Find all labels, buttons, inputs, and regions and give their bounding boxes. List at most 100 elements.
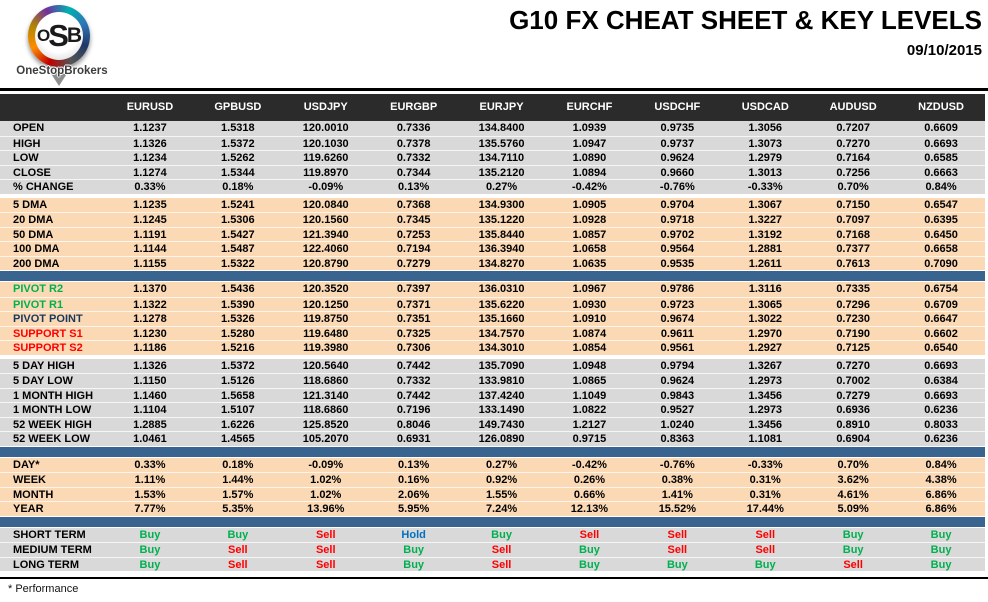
table-row-open: OPEN 1.1237 1.5318 120.0010 0.7336 134.8400 1.… (0, 121, 985, 136)
cell-audusd: Buy (842, 528, 864, 541)
cell-nzdusd: Buy (930, 558, 952, 571)
cell-eurchf: 12.13% (570, 503, 609, 515)
cell-eurjpy: 134.7570 (478, 327, 525, 340)
cell-nzdusd: 0.84% (925, 181, 957, 193)
cell-usdjpy: -0.09% (308, 458, 344, 471)
cell-nzdusd: 0.6540 (924, 342, 958, 354)
cell-usdcad: -0.33% (747, 458, 783, 471)
row-label: 1 MONTH LOW (13, 404, 92, 416)
cell-eurchf: 1.2127 (572, 418, 607, 431)
footer-divider-line (0, 577, 988, 579)
cell-gpbusd: 1.5658 (221, 389, 255, 402)
row-label: SHORT TERM (13, 528, 86, 541)
cell-usdchf: 1.0240 (660, 418, 695, 431)
cell-eurjpy: 133.9810 (478, 375, 525, 387)
cell-eurjpy: 134.8270 (478, 257, 525, 270)
cell-nzdusd: Buy (930, 544, 952, 556)
cell-usdcad: 1.3013 (748, 166, 783, 179)
cell-usdchf: Sell (667, 528, 688, 541)
cell-eurusd: 1.1150 (133, 375, 167, 387)
cell-eurusd: 1.0461 (133, 433, 167, 445)
cell-gpbusd: 1.5344 (221, 166, 255, 179)
cell-eurusd: 1.53% (134, 488, 166, 501)
row-label: MONTH (13, 488, 54, 501)
cell-usdjpy: 118.6860 (303, 375, 349, 387)
cell-eurchf: 1.0967 (572, 283, 607, 295)
corner-cell (0, 94, 106, 121)
cell-audusd: Sell (843, 558, 863, 571)
cell-eurjpy: 126.0890 (478, 433, 525, 445)
cell-eurusd: 1.2885 (133, 418, 167, 431)
cell-usdcad: 1.3022 (748, 313, 783, 325)
cell-nzdusd: 0.6384 (924, 375, 958, 387)
cell-nzdusd: 0.6658 (924, 243, 958, 255)
cell-usdchf: 0.9660 (660, 166, 695, 179)
cell-eurusd: 1.1144 (133, 243, 167, 255)
pivot-section: PIVOT R2 1.1370 1.5436 120.3520 0.7397 136.03… (0, 282, 985, 355)
cell-usdjpy: 120.0840 (302, 198, 349, 211)
cell-audusd: 0.6936 (836, 404, 870, 416)
cell-gpbusd: 1.5326 (221, 313, 255, 325)
cell-eurchf: 1.0865 (572, 375, 607, 387)
table-row-day: DAY* 0.33% 0.18% -0.09% 0.13% 0.27% -0.42% -0.7… (0, 458, 985, 473)
cell-eurjpy: 135.1660 (478, 313, 525, 325)
cell-eurjpy: 7.24% (485, 503, 518, 515)
cell-eurgbp: 0.7345 (396, 214, 431, 226)
row-label: HIGH (13, 137, 41, 150)
cell-usdchf: 0.9794 (660, 359, 695, 372)
cell-usdchf: 0.9611 (660, 327, 694, 340)
cell-eurgbp: 0.8046 (396, 418, 431, 431)
cell-usdjpy: 120.3520 (302, 283, 349, 295)
table-row-high: HIGH 1.1326 1.5372 120.1030 0.7378 135.5760 1.… (0, 135, 985, 151)
cell-usdjpy: 1.02% (310, 474, 342, 486)
cell-usdcad: 1.2970 (748, 327, 783, 340)
cell-usdcad: Sell (755, 528, 776, 541)
cell-usdjpy: 119.8750 (303, 313, 349, 325)
table-row-year: YEAR 7.77% 5.35% 13.96% 5.95% 7.24% 12.13% 15.5… (0, 501, 985, 516)
cell-usdcad: 0.31% (749, 488, 781, 501)
cell-usdchf: 0.8363 (660, 433, 695, 445)
cell-eurgbp: 2.06% (398, 488, 430, 501)
cell-eurjpy: 149.7430 (478, 418, 525, 431)
cell-audusd: 0.70% (837, 458, 869, 471)
cell-usdchf: -0.76% (659, 181, 695, 193)
column-header-audusd: AUDUSD (829, 101, 877, 113)
cell-gpbusd: 1.5318 (221, 122, 255, 134)
cell-audusd: 0.7270 (836, 137, 870, 150)
cell-eurgbp: 0.7397 (396, 283, 431, 295)
title-block: G10 FX CHEAT SHEET & KEY LEVELS 09/10/20… (509, 6, 982, 59)
cell-audusd: 0.7164 (836, 152, 870, 164)
logo-brand-text: OneStopBrokers (16, 65, 108, 77)
cell-nzdusd: 0.6693 (924, 137, 958, 150)
cell-eurjpy: 134.7110 (478, 152, 525, 164)
table-row-week: WEEK 1.11% 1.44% 1.02% 0.16% 0.92% 0.26% 0.38% 0… (0, 472, 985, 487)
table-row-5-dma: 5 DMA 1.1235 1.5241 120.0840 0.7368 134.9300 1… (0, 198, 985, 213)
cell-nzdusd: 6.86% (925, 503, 957, 515)
row-label: PIVOT POINT (13, 313, 83, 325)
cell-gpbusd: 1.5322 (221, 257, 255, 270)
cell-usdcad: 1.3056 (748, 122, 783, 134)
cell-eurusd: 1.1235 (133, 198, 167, 211)
cell-eurgbp: 0.7442 (396, 389, 431, 402)
cell-nzdusd: 0.6693 (924, 359, 958, 372)
table-row-support-s1: SUPPORT S1 1.1230 1.5280 119.6480 0.7325 134.… (0, 325, 985, 341)
cell-nzdusd: 0.6450 (924, 228, 958, 241)
cell-nzdusd: 0.6609 (924, 122, 958, 134)
cell-eurgbp: 0.7351 (396, 313, 431, 325)
cell-usdchf: -0.76% (659, 458, 695, 471)
ohlc-section: OPEN 1.1237 1.5318 120.0010 0.7336 134.8400 1.… (0, 121, 985, 194)
cell-eurgbp: 0.7368 (396, 198, 431, 211)
range-section: 5 DAY HIGH 1.1326 1.5372 120.5640 0.7442 135.… (0, 358, 985, 446)
cell-usdjpy: 119.6260 (303, 152, 349, 164)
cell-eurjpy: Buy (491, 528, 512, 541)
cell-nzdusd: 0.6602 (924, 327, 958, 340)
cell-eurgbp: 0.7442 (396, 359, 431, 372)
cell-eurusd: 1.1237 (133, 122, 167, 134)
cell-eurjpy: 137.4240 (478, 389, 525, 402)
cell-eurjpy: 135.8440 (478, 228, 525, 241)
cell-eurgbp: 0.7279 (396, 257, 431, 270)
cell-audusd: 3.62% (837, 474, 869, 486)
cell-usdjpy: Sell (315, 558, 336, 571)
cell-eurusd: 1.1460 (133, 389, 167, 402)
